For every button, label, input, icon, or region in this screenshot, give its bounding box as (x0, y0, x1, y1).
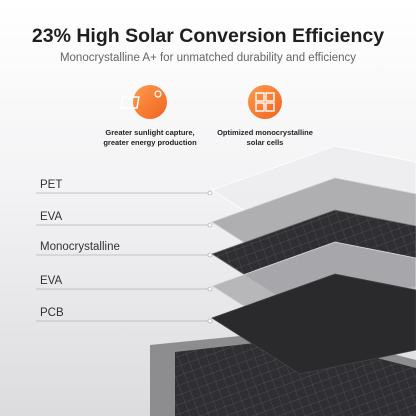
leader-dot (207, 252, 213, 258)
leader-dot (207, 318, 213, 324)
title: 23% High Solar Conversion Efficiency (32, 25, 384, 47)
feature-label: solar cells (247, 138, 284, 147)
feature-icon (120, 85, 167, 119)
layer-label: EVA (40, 211, 62, 223)
feature-label: Optimized monocrystalline (217, 128, 313, 137)
layer-label: Monocrystalline (40, 241, 120, 253)
layer-sheet (211, 273, 416, 375)
layer-label: PET (40, 179, 62, 191)
subtitle: Monocrystalline A+ for unmatched durabil… (60, 52, 356, 64)
feature-label: greater energy production (103, 138, 197, 147)
layer-label: EVA (40, 275, 62, 287)
feature-label: Greater sunlight capture, (105, 128, 194, 137)
layer-label: PCB (40, 307, 64, 319)
feature-icon (248, 85, 282, 119)
leader-dot (207, 222, 213, 228)
leader-dot (207, 286, 213, 292)
leader-dot (207, 190, 213, 196)
